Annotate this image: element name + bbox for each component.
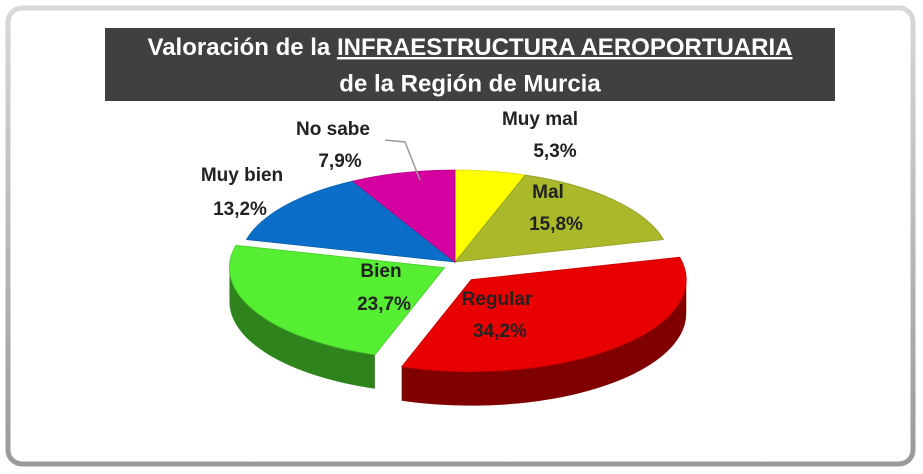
slice [245,180,457,263]
slice-label: Bien [360,261,401,282]
value-label: 34,2% [473,321,527,342]
title-text: Valoración de la [148,34,337,61]
leader-line [384,139,421,181]
labels: Muy mal 5,3% Mal 15,8% Regular 34,2% Bien 23,7%… [201,109,583,342]
title-text: INFRAESTRUCTURA AEROPORTUARIA [337,34,793,61]
value-label: 7,9% [318,151,361,172]
title-box [105,28,835,101]
slice-label: Mal [532,182,564,203]
slice-label: Muy mal [502,109,578,130]
slice [454,174,665,263]
chart-title: de la Región de Murcia [339,70,601,97]
slice-side [229,267,375,389]
slice-side [401,279,687,406]
value-label: 15,8% [529,214,583,235]
chart-title: Valoración de la INFRAESTRUCTURA AEROPOR… [148,34,793,61]
slice-label: No sabe [296,119,370,140]
slice-label: Regular [462,289,533,310]
pie [229,169,687,406]
slice [400,256,687,373]
slice-label: Muy bien [201,165,283,186]
value-label: 5,3% [533,141,576,162]
slice [351,169,456,263]
slice [229,244,446,356]
value-label: 13,2% [213,199,267,220]
value-label: 23,7% [357,294,411,315]
